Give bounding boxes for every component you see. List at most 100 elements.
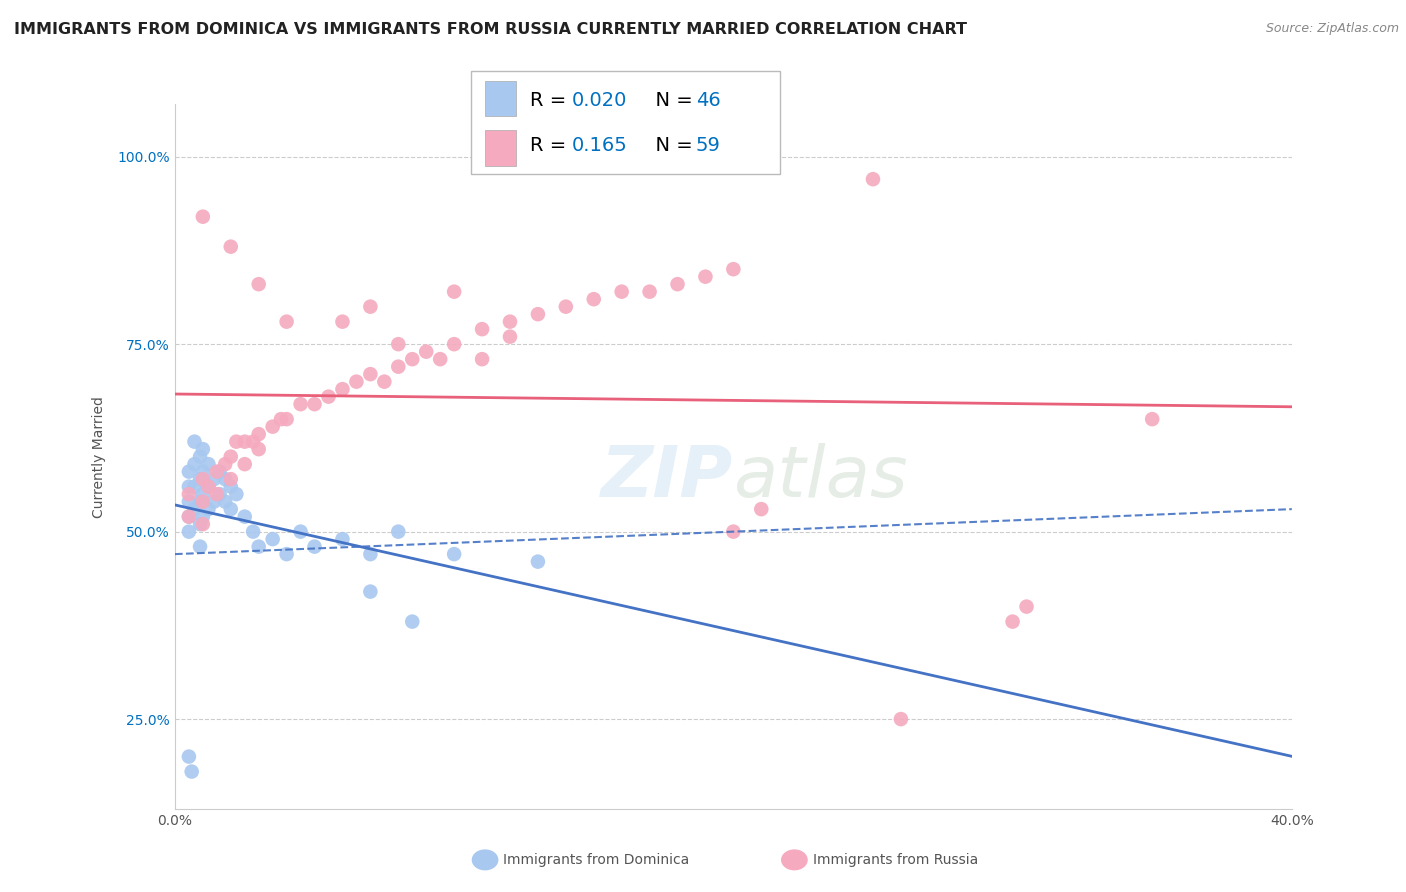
Point [443, 285, 465, 299]
Point [359, 300, 381, 314]
Point [276, 412, 298, 426]
Point [202, 494, 225, 508]
Point [208, 487, 231, 501]
Point [247, 277, 270, 292]
Text: 0.165: 0.165 [572, 136, 628, 154]
Point [208, 465, 231, 479]
Point [862, 172, 884, 186]
Point [191, 210, 214, 224]
Point [177, 749, 200, 764]
Point [191, 487, 214, 501]
Text: 59: 59 [696, 136, 721, 154]
Point [401, 352, 423, 367]
Point [188, 450, 211, 464]
Point [387, 524, 409, 539]
Point [197, 457, 219, 471]
Text: 0.020: 0.020 [572, 91, 627, 110]
Text: Source: ZipAtlas.com: Source: ZipAtlas.com [1265, 22, 1399, 36]
Point [233, 457, 256, 471]
Point [359, 547, 381, 561]
Point [177, 494, 200, 508]
Point [247, 427, 270, 442]
Point [499, 329, 522, 343]
Point [202, 472, 225, 486]
Point [290, 524, 312, 539]
Point [233, 434, 256, 449]
Point [415, 344, 437, 359]
Point [219, 240, 242, 254]
Point [666, 277, 689, 292]
Point [177, 509, 200, 524]
Point [188, 472, 211, 486]
Text: ZIP: ZIP [602, 443, 734, 512]
Point [695, 269, 717, 284]
Point [197, 502, 219, 516]
Point [188, 494, 211, 508]
Point [359, 584, 381, 599]
Point [471, 352, 494, 367]
Point [304, 397, 326, 411]
Point [205, 465, 228, 479]
Point [183, 480, 205, 494]
Point [749, 502, 772, 516]
Point [183, 457, 205, 471]
Point [344, 375, 367, 389]
Point [214, 494, 236, 508]
Point [890, 712, 912, 726]
Point [197, 480, 219, 494]
Point [262, 419, 284, 434]
Point [304, 540, 326, 554]
Point [214, 457, 236, 471]
Point [219, 502, 242, 516]
Point [429, 352, 451, 367]
Text: R =: R = [530, 136, 572, 154]
Point [183, 502, 205, 516]
Point [262, 532, 284, 546]
Point [527, 307, 550, 321]
Point [318, 390, 340, 404]
Point [191, 472, 214, 486]
Point [177, 487, 200, 501]
Text: Immigrants from Russia: Immigrants from Russia [813, 853, 979, 867]
Point [582, 292, 605, 306]
Point [225, 487, 247, 501]
Point [276, 547, 298, 561]
Point [191, 494, 214, 508]
Text: IMMIGRANTS FROM DOMINICA VS IMMIGRANTS FROM RUSSIA CURRENTLY MARRIED CORRELATION: IMMIGRANTS FROM DOMINICA VS IMMIGRANTS F… [14, 22, 967, 37]
Point [219, 450, 242, 464]
Point [1001, 615, 1024, 629]
Point [723, 524, 745, 539]
Point [191, 442, 214, 457]
Point [177, 524, 200, 539]
Point [387, 337, 409, 351]
Point [332, 382, 354, 396]
Text: N =: N = [643, 91, 699, 110]
Text: atlas: atlas [734, 443, 908, 512]
Point [188, 540, 211, 554]
Point [233, 509, 256, 524]
Point [177, 480, 200, 494]
Point [191, 509, 214, 524]
Point [242, 524, 264, 539]
Point [188, 517, 211, 532]
Point [332, 532, 354, 546]
Point [219, 472, 242, 486]
Point [191, 517, 214, 532]
Point [1015, 599, 1038, 614]
Point [499, 315, 522, 329]
Point [180, 764, 202, 779]
Point [373, 375, 395, 389]
Text: 46: 46 [696, 91, 721, 110]
Y-axis label: Currently Married: Currently Married [93, 396, 107, 517]
Point [638, 285, 661, 299]
Point [191, 465, 214, 479]
Point [247, 540, 270, 554]
Text: Immigrants from Dominica: Immigrants from Dominica [503, 853, 689, 867]
Point [1140, 412, 1163, 426]
Point [242, 434, 264, 449]
Point [247, 442, 270, 457]
Point [177, 465, 200, 479]
Point [276, 315, 298, 329]
Point [270, 412, 292, 426]
Text: N =: N = [643, 136, 699, 154]
